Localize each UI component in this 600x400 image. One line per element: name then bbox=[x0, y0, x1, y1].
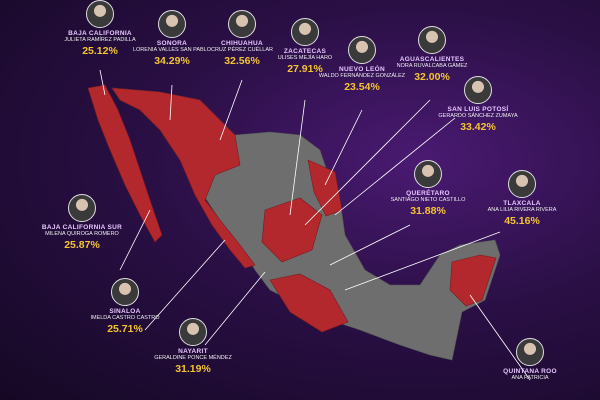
connector bbox=[344, 231, 501, 291]
connectors bbox=[99, 69, 531, 381]
connector bbox=[329, 224, 411, 266]
peninsula bbox=[87, 84, 163, 243]
connector bbox=[99, 69, 106, 96]
person-name: Waldo Fernández González bbox=[318, 73, 406, 79]
entry: Quintana Roo Ana Patricia bbox=[482, 338, 578, 382]
state-name: Querétaro bbox=[406, 190, 450, 197]
state-name: Sonora bbox=[156, 40, 188, 47]
person-name: Gerardo Sánchez Zumaya bbox=[438, 113, 518, 119]
state-name: Tlaxcala bbox=[503, 200, 541, 207]
state-name: Nayarit bbox=[178, 348, 208, 355]
person-name: Ana Patricia bbox=[511, 375, 549, 381]
connector bbox=[219, 79, 243, 141]
avatar bbox=[348, 36, 376, 64]
avatar bbox=[418, 26, 446, 54]
state-name: Chihuahua bbox=[220, 40, 264, 47]
state-name: Nuevo León bbox=[339, 66, 385, 73]
entry: Nuevo León Waldo Fernández González 23.54% bbox=[314, 36, 410, 93]
person-name: Geraldine Ponce Méndez bbox=[154, 355, 232, 361]
person-name: Santiago Nieto Castillo bbox=[390, 197, 466, 203]
entry: Sinaloa Imelda Castro Castro 25.71% bbox=[77, 278, 173, 335]
vote-percent: 23.54% bbox=[344, 80, 380, 93]
person-name: Milena Quiroga Romero bbox=[45, 231, 119, 237]
connector bbox=[334, 117, 456, 216]
vote-percent: 33.42% bbox=[460, 120, 496, 133]
person-name: Julieta Ramírez Padilla bbox=[64, 37, 136, 43]
connector bbox=[289, 99, 306, 216]
state-name: Baja California Sur bbox=[41, 224, 123, 231]
avatar bbox=[68, 194, 96, 222]
avatar bbox=[228, 10, 256, 38]
vote-percent: 32.00% bbox=[414, 70, 450, 83]
state-name: Zacatecas bbox=[283, 48, 327, 55]
entry: Aguascalientes Nora Ruvalcaba Gámez 32.00% bbox=[384, 26, 480, 83]
person-name: Imelda Castro Castro bbox=[90, 315, 160, 321]
vote-percent: 31.19% bbox=[175, 362, 211, 375]
south-states bbox=[269, 273, 349, 333]
entry: Tlaxcala Ana Lilia Rivera Rivera 45.16% bbox=[474, 170, 570, 227]
connector bbox=[169, 84, 173, 121]
connector bbox=[119, 209, 151, 271]
avatar bbox=[179, 318, 207, 346]
state-name: Baja California bbox=[68, 30, 132, 37]
vote-percent: 25.71% bbox=[107, 322, 143, 335]
entry: Baja California Sur Milena Quiroga Romero… bbox=[34, 194, 130, 251]
state-name: Quintana Roo bbox=[503, 368, 557, 375]
state-name: Sinaloa bbox=[109, 308, 141, 315]
avatar bbox=[464, 76, 492, 104]
entry: San Luis Potosí Gerardo Sánchez Zumaya 33.… bbox=[430, 76, 526, 133]
entry: Nayarit Geraldine Ponce Méndez 31.19% bbox=[145, 318, 241, 375]
avatar bbox=[111, 278, 139, 306]
person-name: Lorenia Valles San Pablo bbox=[132, 47, 212, 53]
avatar bbox=[516, 338, 544, 366]
vote-percent: 25.12% bbox=[82, 44, 118, 57]
connector bbox=[304, 99, 431, 226]
person-name: Ana Lilia Rivera Rivera bbox=[487, 207, 557, 213]
person-name: Cruz Pérez Cuéllar bbox=[210, 47, 274, 53]
avatar bbox=[291, 18, 319, 46]
avatar bbox=[414, 160, 442, 188]
entry: Chihuahua Cruz Pérez Cuéllar 32.56% bbox=[194, 10, 290, 67]
connector bbox=[144, 239, 226, 331]
state-name: San Luis Potosí bbox=[447, 106, 509, 113]
person-name: Nora Ruvalcaba Gámez bbox=[396, 63, 468, 69]
entry: Baja California Julieta Ramírez Padilla 25… bbox=[52, 0, 148, 57]
northeast-state bbox=[307, 159, 343, 217]
connector bbox=[469, 294, 531, 381]
vote-percent: 25.87% bbox=[64, 238, 100, 251]
entry: Querétaro Santiago Nieto Castillo 31.88% bbox=[380, 160, 476, 217]
avatar bbox=[86, 0, 114, 28]
vote-percent: 31.88% bbox=[410, 204, 446, 217]
state-name: Aguascalientes bbox=[399, 56, 465, 63]
avatar bbox=[508, 170, 536, 198]
connector bbox=[324, 109, 363, 186]
vote-percent: 27.91% bbox=[287, 62, 323, 75]
southeast-state bbox=[449, 254, 497, 307]
north-states bbox=[111, 87, 256, 269]
central-states bbox=[261, 197, 323, 263]
vote-percent: 45.16% bbox=[504, 214, 540, 227]
entry: Zacatecas Ulises Mejía Haro 27.91% bbox=[257, 18, 353, 75]
vote-percent: 34.29% bbox=[154, 54, 190, 67]
vote-percent: 32.56% bbox=[224, 54, 260, 67]
connector bbox=[204, 271, 266, 346]
avatar bbox=[158, 10, 186, 38]
person-name: Ulises Mejía Haro bbox=[277, 55, 333, 61]
entry: Sonora Lorenia Valles San Pablo 34.29% bbox=[124, 10, 220, 67]
